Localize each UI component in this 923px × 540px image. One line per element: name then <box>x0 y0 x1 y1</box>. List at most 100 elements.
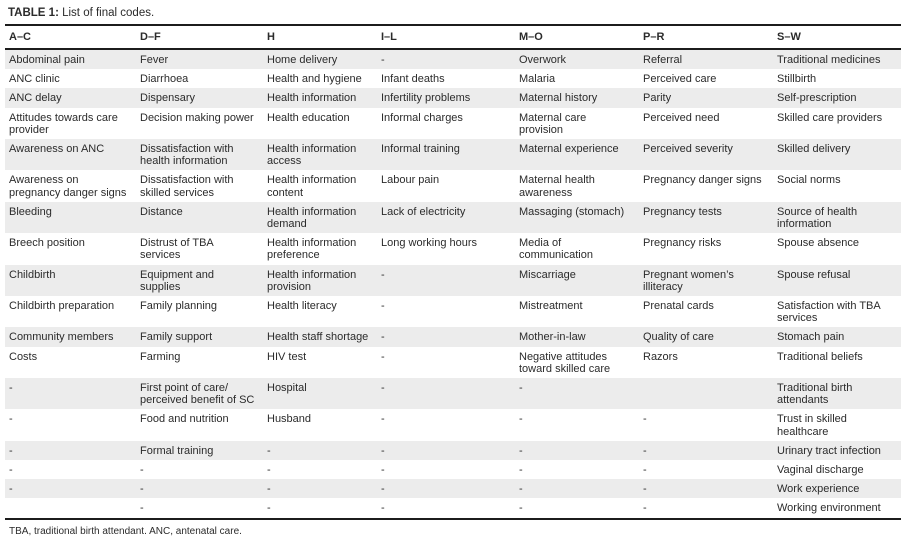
table-cell: Formal training <box>140 444 214 457</box>
table-cell: - <box>140 464 144 477</box>
table-cell: - <box>381 444 385 457</box>
table-cell: - <box>519 502 523 515</box>
table-cell: Massaging (stomach) <box>519 205 625 218</box>
table-cell: - <box>9 483 13 496</box>
table-cell: Mistreatment <box>519 300 583 313</box>
table-cell: Dispensary <box>140 92 196 105</box>
table-cell: Home delivery <box>267 54 338 66</box>
table-cell: Spouse refusal <box>777 268 851 281</box>
table-cell: - <box>381 268 385 281</box>
table-cell: - <box>643 502 647 515</box>
table-cell: Health education <box>267 111 350 124</box>
table-cell: - <box>381 502 385 515</box>
table-cell: Costs <box>9 350 38 363</box>
table-cell: Source of health information <box>777 205 858 231</box>
table-cell: Stillbirth <box>777 73 817 86</box>
table-cell: Pregnancy tests <box>643 205 722 218</box>
table-cell: Pregnancy risks <box>643 237 722 250</box>
table-cell: Decision making power <box>140 111 254 124</box>
table-row: - - - - - - Work experience <box>5 479 901 499</box>
table-cell: - <box>381 300 385 313</box>
table-cell: Skilled care providers <box>777 111 883 124</box>
table-cell: Skilled delivery <box>777 143 851 156</box>
table-cell: - <box>519 464 523 477</box>
table-cell: Pregnant women’s illiteracy <box>643 268 734 293</box>
column-header: I–L <box>381 31 397 43</box>
table-cell: Infant deaths <box>381 73 445 86</box>
table-row: Community members Family support Health st… <box>5 327 901 347</box>
table-cell: Dissatisfaction with health information <box>140 143 234 168</box>
column-header: M–O <box>519 31 543 43</box>
table-cell: First point of care/ perceived benefit o… <box>140 382 255 407</box>
table-cell: Childbirth preparation <box>9 300 115 313</box>
table-row: Awareness on ANC Dissatisfaction with hea… <box>5 139 901 171</box>
table-cell: Quality of care <box>643 331 714 344</box>
table-cell: Husband <box>267 413 312 426</box>
table-cell: Mother-in-law <box>519 331 586 344</box>
table-cell: Maternal health awareness <box>519 174 595 199</box>
table-cell: Social norms <box>777 174 841 187</box>
table-cell: - <box>643 444 647 457</box>
table-cell: Media of communication <box>519 237 593 262</box>
table-cell: Awareness on pregnancy danger signs <box>9 174 127 199</box>
table-row: - First point of care/ perceived benefit … <box>5 378 901 410</box>
table-cell: Childbirth <box>9 268 56 281</box>
table-cell: Miscarriage <box>519 268 576 281</box>
table-cell: Health and hygiene <box>267 73 362 86</box>
table-cell: - <box>381 483 385 496</box>
table-cell: Traditional beliefs <box>777 350 863 363</box>
table-cell: Urinary tract infection <box>777 444 881 457</box>
table-cell: Maternal history <box>519 92 598 105</box>
table-row: Bleeding Distance Health information deman… <box>5 201 901 234</box>
column-header: S–W <box>777 31 801 43</box>
table-row: Childbirth preparation Family planning Hea… <box>5 296 901 327</box>
table-cell: Maternal experience <box>519 143 619 156</box>
table-cell: Farming <box>140 350 181 363</box>
table-cell: - <box>381 464 385 477</box>
table-cell: Long working hours <box>381 237 478 250</box>
table-cell: - <box>381 54 385 66</box>
table-cell: Family planning <box>140 300 218 313</box>
table-cell: Self-prescription <box>777 92 857 105</box>
table-cell: Health information access <box>267 143 357 168</box>
table-cell: Health information preference <box>267 237 357 262</box>
table-row: - - - - - - Vaginal discharge <box>5 460 901 479</box>
table-row: Costs Farming HIV test - Negative attitudes … <box>5 347 901 378</box>
table-cell: - <box>9 413 13 426</box>
table-cell: Family support <box>140 331 213 344</box>
table-cell: Food and nutrition <box>140 413 229 426</box>
table-cell: - <box>643 413 647 426</box>
table-cell: - <box>519 382 523 395</box>
table-cell: Spouse absence <box>777 237 859 250</box>
table-cell: Negative attitudes toward skilled care <box>519 350 611 375</box>
table-row: Childbirth Equipment and supplies Health i… <box>5 264 901 297</box>
table-cell: Breech position <box>9 237 85 250</box>
table-cell: - <box>9 382 13 395</box>
table-cell: Labour pain <box>381 174 440 187</box>
table-cell: Community members <box>9 331 114 344</box>
table-cell: Razors <box>643 350 678 363</box>
table-row: Awareness on pregnancy danger signs Dissa… <box>5 170 901 201</box>
table-cell: Referral <box>643 54 683 66</box>
table-cell: - <box>267 444 271 457</box>
table-cell: Dissatisfaction with skilled services <box>140 174 234 199</box>
table-cell: Health information <box>267 92 357 105</box>
table-cell: Distance <box>140 205 183 218</box>
table-cell: - <box>519 413 523 426</box>
table-cell: Stomach pain <box>777 331 845 344</box>
table-row: - Food and nutrition Husband - - - Trust in sk… <box>5 409 901 440</box>
table-row: ANC clinic Diarrhoea Health and hygiene Inf… <box>5 69 901 88</box>
table-cell: Maternal care provision <box>519 111 587 136</box>
table-cell: Diarrhoea <box>140 73 189 86</box>
table-cell: Fever <box>140 54 169 66</box>
table-cell: Perceived severity <box>643 143 733 156</box>
column-header: P–R <box>643 31 665 43</box>
table-cell: Bleeding <box>9 205 52 218</box>
table-cell: Perceived care <box>643 73 717 86</box>
table-cell: Overwork <box>519 54 567 66</box>
table-cell: Health literacy <box>267 300 337 313</box>
table-cell: - <box>140 502 144 515</box>
table-footnote: TBA, traditional birth attendant. ANC, a… <box>9 525 242 537</box>
table-cell: - <box>381 331 385 344</box>
table-cell: Parity <box>643 92 672 105</box>
